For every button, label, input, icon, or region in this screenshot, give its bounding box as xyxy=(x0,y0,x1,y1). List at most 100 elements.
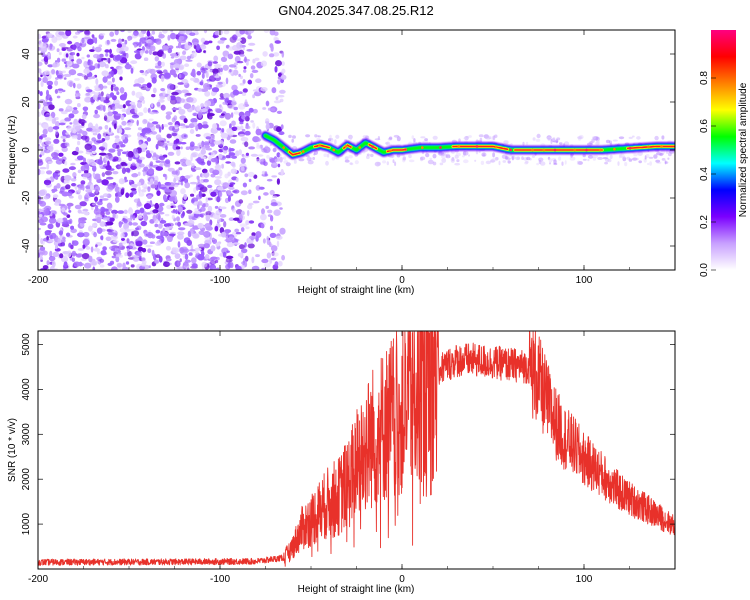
spectrogram-noise-blob xyxy=(175,85,178,89)
spectrogram-haze-blob xyxy=(279,153,282,158)
spectrogram-noise-blob xyxy=(95,244,98,248)
spectrogram-noise-blob xyxy=(167,151,175,156)
spectrogram-noise-blob xyxy=(47,223,54,230)
spectrogram-track-dot xyxy=(282,146,286,149)
spectrogram-haze-blob xyxy=(648,156,654,159)
spectrogram-noise-blob xyxy=(270,108,276,112)
spectrogram-noise-blob xyxy=(82,238,90,246)
spectrogram-noise-blob xyxy=(186,55,191,60)
spectrogram-noise-blob xyxy=(38,160,44,166)
spectrogram-noise-blob xyxy=(179,98,185,103)
spectrogram-noise-blob xyxy=(94,109,98,115)
spectrogram-noise-blob xyxy=(91,137,97,142)
spectrogram-noise-blob xyxy=(196,134,201,137)
spectrogram-noise-blob xyxy=(77,140,81,146)
spectrogram-noise-blob xyxy=(92,150,96,155)
spectrogram-noise-blob xyxy=(127,151,134,158)
spectrogram-noise-blob xyxy=(85,188,92,193)
spectrogram-noise-blob xyxy=(203,50,206,53)
spectrogram-noise-blob xyxy=(162,45,170,51)
spectrogram-noise-blob xyxy=(275,60,282,67)
spectrogram-noise-blob xyxy=(123,223,129,230)
spectrogram-noise-blob xyxy=(185,92,192,96)
spectrogram-noise-blob xyxy=(177,82,184,85)
spectrogram-haze-blob xyxy=(628,158,633,162)
spectrogram-noise-blob xyxy=(267,209,273,214)
spectrogram-noise-blob xyxy=(165,145,168,151)
spectrogram-noise-blob xyxy=(133,148,139,155)
spectrogram-haze-blob xyxy=(492,152,495,158)
spectrogram-noise-blob xyxy=(88,225,93,232)
spectrogram-noise-blob xyxy=(52,126,60,130)
spectrogram-noise-blob xyxy=(237,252,243,257)
spectrogram-haze-blob xyxy=(325,160,329,166)
spectrogram-noise-blob xyxy=(160,104,166,111)
spectrogram-noise-blob xyxy=(252,58,256,64)
spectrogram-noise-blob xyxy=(244,130,251,136)
spectrogram-noise-blob xyxy=(181,50,187,56)
spectrogram-noise-blob xyxy=(267,107,272,111)
spectrogram-noise-blob xyxy=(128,206,132,212)
spectrogram-noise-blob xyxy=(48,104,55,110)
spectrogram-noise-blob xyxy=(117,68,123,75)
spectrogram-noise-blob xyxy=(67,40,73,45)
spectrogram-noise-blob xyxy=(137,182,142,187)
spectrogram-noise-blob xyxy=(217,40,224,44)
spectrogram-noise-blob xyxy=(222,64,229,71)
spectrogram-noise-blob xyxy=(42,265,49,270)
spectrogram-noise-blob xyxy=(100,250,107,256)
spectrogram-noise-blob xyxy=(115,164,122,170)
spectrogram-noise-blob xyxy=(67,203,71,211)
spectrogram-noise-blob xyxy=(269,242,272,248)
spectrogram-noise-blob xyxy=(169,95,176,101)
spectrogram-noise-blob xyxy=(65,132,69,135)
spectrogram-haze-blob xyxy=(306,156,312,162)
spectrogram-noise-blob xyxy=(69,122,73,125)
spectrogram-noise-blob xyxy=(88,159,95,166)
spectrogram-noise-blob xyxy=(207,80,210,84)
spectrogram-haze-blob xyxy=(507,160,511,164)
spectrogram-noise-blob xyxy=(141,189,147,193)
spectrogram-noise-blob xyxy=(99,264,105,268)
spectrogram-noise-blob xyxy=(43,56,49,63)
spectrogram-noise-blob xyxy=(174,161,181,165)
spectrogram-noise-blob xyxy=(177,241,181,248)
spectrogram-noise-blob xyxy=(180,146,183,150)
spectrogram-noise-blob xyxy=(228,64,237,68)
spectrogram-noise-blob xyxy=(76,133,82,140)
spectrogram-noise-blob xyxy=(244,116,250,122)
snr-xtick-label: -200 xyxy=(28,574,48,585)
spectrogram-noise-blob xyxy=(102,76,108,83)
spectrogram-noise-blob xyxy=(83,157,86,163)
spectrogram-haze-blob xyxy=(667,157,670,160)
spectrogram-haze-blob xyxy=(377,161,381,166)
spectrogram-noise-blob xyxy=(250,120,254,123)
spectrogram-noise-blob xyxy=(169,233,176,237)
spectrogram-noise-blob xyxy=(200,103,205,108)
spectrogram-noise-blob xyxy=(215,108,223,114)
spectrogram-noise-blob xyxy=(221,231,227,238)
spectrogram-noise-blob xyxy=(191,199,195,204)
spectrogram-haze-blob xyxy=(408,159,415,163)
spectrogram-noise-blob xyxy=(243,69,247,73)
spectrogram-noise-blob xyxy=(211,151,215,158)
colorbar-tick-label: 0.6 xyxy=(699,119,710,133)
spectrogram-noise-blob xyxy=(171,132,178,137)
spectrogram-noise-blob xyxy=(48,217,57,224)
spectrogram-noise-blob xyxy=(201,72,205,79)
spectrogram-noise-blob xyxy=(186,209,193,214)
spectrogram-noise-blob xyxy=(150,102,154,108)
spectrogram-noise-blob xyxy=(214,164,222,170)
spectrogram-haze-blob xyxy=(558,156,562,161)
spectrogram-noise-blob xyxy=(194,250,199,254)
spectrogram-noise-blob xyxy=(102,193,109,198)
spectrogram-noise-blob xyxy=(40,238,44,245)
spectrogram-noise-blob xyxy=(241,248,248,254)
spectrogram-xtick-label: 100 xyxy=(576,275,593,286)
spectrogram-haze-blob xyxy=(587,155,594,159)
spectrogram-noise-blob xyxy=(201,140,205,148)
spectrogram-noise-blob xyxy=(188,215,193,220)
spectrogram-noise-blob xyxy=(166,204,173,210)
spectrogram-noise-blob xyxy=(131,173,139,178)
spectrogram-noise-blob xyxy=(190,163,195,169)
